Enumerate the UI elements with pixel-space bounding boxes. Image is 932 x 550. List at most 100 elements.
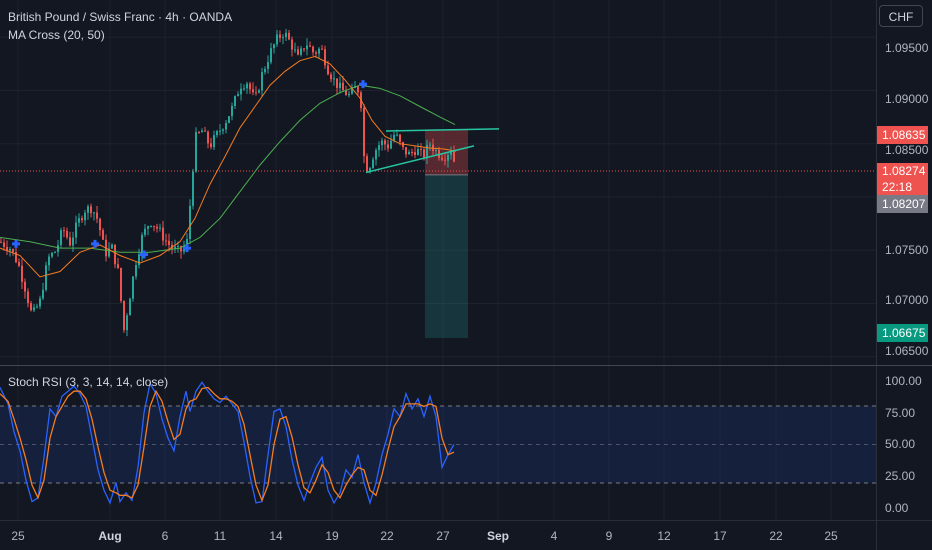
candle-body bbox=[327, 65, 329, 75]
candle-body bbox=[54, 251, 56, 253]
candle-body bbox=[78, 218, 80, 223]
stoch-rsi-lines bbox=[0, 381, 455, 506]
time-tick: 14 bbox=[269, 529, 283, 543]
time-tick: Aug bbox=[98, 529, 122, 543]
stoch-rsi-legend[interactable]: Stoch RSI (3, 3, 14, 14, close) bbox=[8, 375, 169, 389]
ma-50-line bbox=[0, 84, 456, 253]
candle-body bbox=[378, 145, 380, 151]
candle-body bbox=[48, 256, 50, 266]
candle-body bbox=[57, 245, 59, 252]
price-tick: 1.07500 bbox=[885, 243, 929, 257]
ma-cross-marker bbox=[140, 250, 148, 259]
candle-body bbox=[381, 140, 383, 146]
candle-body bbox=[234, 96, 236, 106]
candle-body bbox=[6, 246, 8, 251]
candle-body bbox=[60, 230, 62, 246]
position-reward-zone bbox=[425, 174, 468, 339]
candle-body bbox=[237, 94, 239, 97]
candle-body bbox=[33, 307, 35, 311]
candle-body bbox=[111, 244, 113, 249]
candle-body bbox=[324, 49, 326, 66]
candle-body bbox=[51, 252, 53, 257]
candle-body bbox=[321, 48, 323, 50]
symbol-title[interactable]: British Pound / Swiss Franc · 4h · OANDA bbox=[8, 10, 233, 24]
candle-body bbox=[96, 212, 98, 219]
candle-body bbox=[276, 34, 278, 45]
candle-body bbox=[36, 306, 38, 308]
candle-body bbox=[210, 143, 212, 148]
candle-body bbox=[174, 246, 176, 249]
rsi-tick: 75.00 bbox=[885, 406, 916, 420]
candle-body bbox=[369, 168, 371, 172]
target-price-label: 1.08635 bbox=[877, 126, 928, 144]
candle-body bbox=[288, 32, 290, 40]
candle-body bbox=[144, 228, 146, 235]
candle-body bbox=[246, 83, 248, 89]
ma-cross-marker bbox=[91, 239, 99, 248]
candle-body bbox=[429, 144, 431, 146]
candle-body bbox=[231, 105, 233, 117]
candle-body bbox=[252, 89, 254, 93]
candle-body bbox=[270, 48, 272, 63]
candle-body bbox=[120, 267, 122, 301]
candle-body bbox=[300, 48, 302, 55]
candle-body bbox=[249, 83, 251, 90]
short-position-tool[interactable] bbox=[425, 129, 468, 339]
candle-body bbox=[366, 156, 368, 172]
candle-body bbox=[150, 225, 152, 227]
candle-body bbox=[387, 144, 389, 149]
candle-body bbox=[207, 131, 209, 144]
candle-body bbox=[405, 147, 407, 155]
candle-body bbox=[66, 230, 68, 238]
candle-body bbox=[219, 130, 221, 132]
price-tick: 1.08500 bbox=[885, 143, 929, 157]
price-tick: 1.07000 bbox=[885, 293, 929, 307]
ma-20-line bbox=[0, 55, 457, 278]
candle-body bbox=[258, 90, 260, 93]
candle-body bbox=[267, 62, 269, 69]
candle-body bbox=[303, 48, 305, 50]
candle-body bbox=[348, 93, 350, 96]
candle-body bbox=[420, 149, 422, 151]
candle-body bbox=[399, 134, 401, 143]
current-price-badge: 1.08274 22:18 bbox=[877, 163, 928, 195]
candle-body bbox=[243, 88, 245, 90]
candle-body bbox=[63, 230, 65, 232]
trendlines[interactable] bbox=[365, 128, 500, 174]
candle-body bbox=[342, 82, 344, 91]
time-tick: 17 bbox=[713, 529, 727, 543]
candle-body bbox=[225, 122, 227, 130]
candle-body bbox=[345, 90, 347, 96]
candle-body bbox=[165, 240, 167, 242]
candle-body bbox=[213, 135, 215, 148]
candle-body bbox=[159, 227, 161, 229]
ma-cross-marker bbox=[183, 244, 191, 253]
candle-body bbox=[168, 240, 170, 245]
candle-body bbox=[135, 265, 137, 277]
candle-body bbox=[363, 107, 365, 157]
candle-body bbox=[180, 246, 182, 252]
candle-body bbox=[285, 32, 287, 38]
currency-button[interactable]: CHF bbox=[879, 5, 923, 27]
candle-body bbox=[333, 78, 335, 80]
candle-body bbox=[108, 248, 110, 257]
candle-body bbox=[414, 152, 416, 155]
rsi-tick: 0.00 bbox=[885, 501, 909, 515]
ma-cross-legend[interactable]: MA Cross (20, 50) bbox=[8, 28, 105, 42]
time-tick: 25 bbox=[824, 529, 838, 543]
current-price-value: 1.08274 bbox=[882, 164, 926, 178]
bar-countdown: 22:18 bbox=[882, 180, 913, 194]
candle-body bbox=[147, 226, 149, 229]
candle-body bbox=[357, 86, 359, 93]
candle-body bbox=[201, 130, 203, 133]
candle-body bbox=[90, 206, 92, 214]
candle-body bbox=[81, 218, 83, 221]
candle-body bbox=[99, 218, 101, 231]
candle-body bbox=[336, 78, 338, 88]
candle-body bbox=[45, 265, 47, 290]
candle-body bbox=[12, 249, 14, 252]
time-tick: 4 bbox=[550, 529, 558, 543]
time-tick: 11 bbox=[213, 529, 227, 543]
candle-body bbox=[282, 37, 284, 39]
